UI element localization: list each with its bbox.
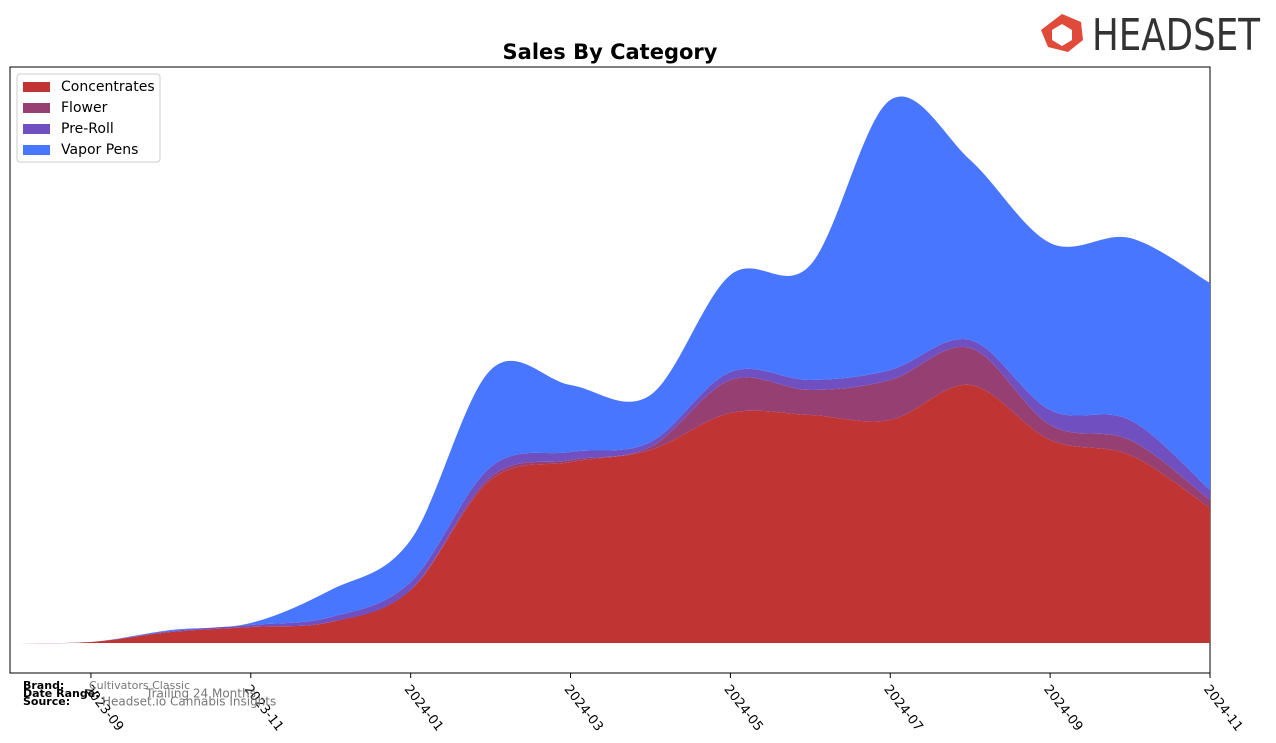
footer-label: Brand: bbox=[23, 679, 64, 692]
legend-label: Vapor Pens bbox=[61, 142, 138, 158]
legend-swatch bbox=[23, 82, 50, 92]
legend-swatch bbox=[23, 124, 50, 134]
legend-swatch bbox=[23, 103, 50, 113]
x-tick-label: 2024-03 bbox=[561, 682, 606, 734]
x-tick-label: 2024-11 bbox=[1200, 682, 1245, 734]
footer-value: Trailing 24 Months bbox=[145, 687, 256, 701]
footer-label: Source: bbox=[23, 695, 70, 708]
footer: Brand: Cultivators Classic Date Range: T… bbox=[23, 679, 276, 709]
logo-text: HEADSET bbox=[1092, 10, 1260, 61]
x-tick-label: 2024-01 bbox=[401, 682, 446, 734]
x-tick-label: 2024-09 bbox=[1040, 682, 1085, 734]
x-tick-label: 2024-07 bbox=[880, 682, 925, 734]
legend-label: Concentrates bbox=[61, 79, 155, 95]
area bbox=[11, 96, 1210, 644]
chart-title: Sales By Category bbox=[503, 40, 718, 64]
logo-hole bbox=[1052, 24, 1072, 46]
footer-value: Headset.io Cannabis Insights bbox=[102, 695, 276, 709]
legend-label: Pre-Roll bbox=[61, 121, 114, 137]
legend-label: Flower bbox=[61, 100, 108, 116]
area bbox=[11, 384, 1210, 644]
logo: HEADSET bbox=[1041, 10, 1260, 61]
legend-swatch bbox=[23, 145, 50, 155]
footer-label: Date Range: bbox=[23, 687, 100, 700]
legend-box bbox=[16, 73, 161, 163]
x-tick-label: 2024-05 bbox=[720, 682, 765, 734]
footer-value: Cultivators Classic bbox=[89, 679, 190, 692]
